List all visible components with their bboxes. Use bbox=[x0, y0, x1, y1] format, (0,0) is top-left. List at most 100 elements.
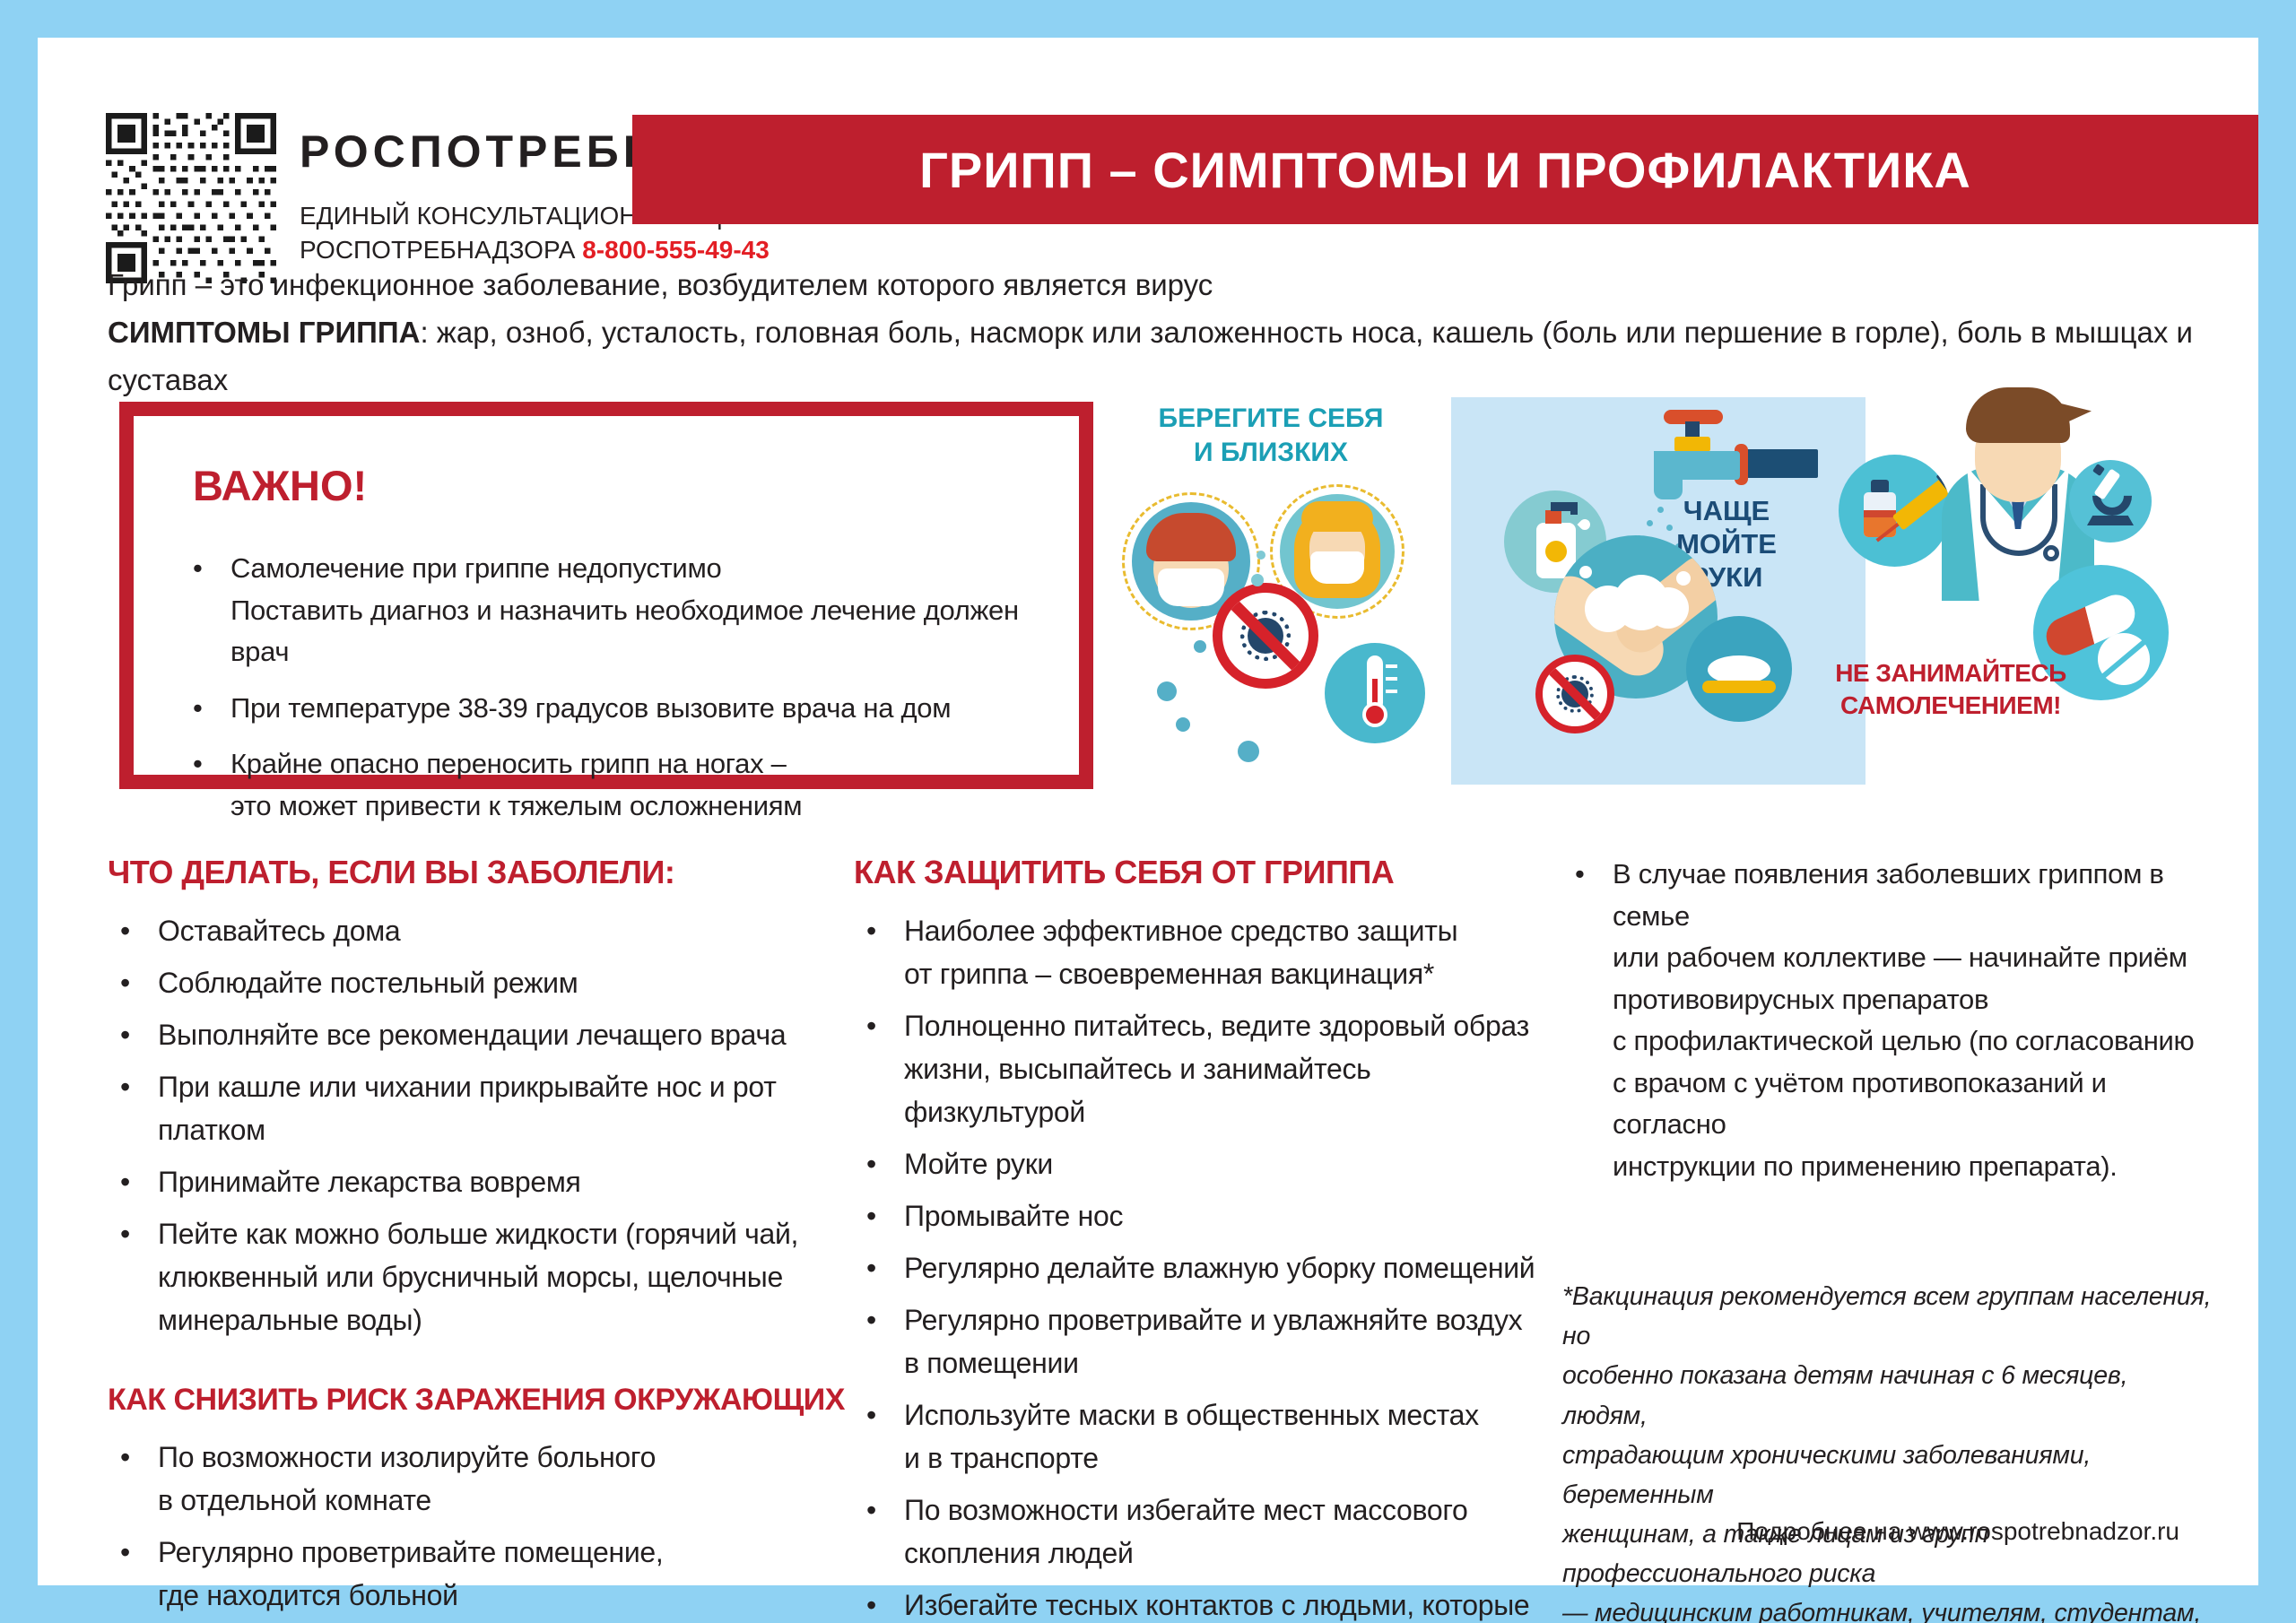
antiviral-list: В случае появления заболевших гриппом в … bbox=[1562, 854, 2219, 1187]
faucet-spout-bend bbox=[1654, 451, 1683, 499]
dispenser-cap bbox=[1545, 510, 1561, 524]
wash-hands-panel: ЧАЩЕ МОЙТЕ РУКИ bbox=[1451, 397, 1866, 785]
heading-reduce-risk: КАК СНИЗИТЬ РИСК ЗАРАЖЕНИЯ ОКРУЖАЮЩИХ bbox=[108, 1383, 845, 1417]
soap-bubble bbox=[1579, 566, 1592, 578]
virus-spikes bbox=[1240, 611, 1291, 661]
soap-foam bbox=[1648, 587, 1689, 629]
faucet-pipe bbox=[1746, 449, 1818, 478]
spacer bbox=[108, 1350, 836, 1383]
decor-dot bbox=[1257, 551, 1265, 560]
decor-dot bbox=[1238, 741, 1259, 762]
dispenser-pump bbox=[1551, 502, 1578, 511]
water-drop bbox=[1666, 525, 1673, 531]
no-virus-icon bbox=[1535, 655, 1614, 733]
vial-cap bbox=[1871, 480, 1889, 493]
hotline-phone: 8-800-555-49-43 bbox=[582, 235, 770, 264]
list-item: По возможности изолируйте больного в отд… bbox=[108, 1436, 836, 1522]
dispenser-nozzle bbox=[1570, 502, 1578, 515]
pills-icon bbox=[2033, 565, 2169, 700]
protect-list: Наиболее эффективное средство защиты от … bbox=[854, 909, 1571, 1623]
list-item: Крайне опасно переносить грипп на ногах … bbox=[180, 743, 1057, 827]
soap-dish-icon bbox=[1686, 616, 1792, 722]
column-protect: КАК ЗАЩИТИТЬ СЕБЯ ОТ ГРИППА Наиболее эфф… bbox=[854, 854, 1571, 1623]
selfmed-illustration: НЕ ЗАНИМАЙТЕСЬ САМОЛЕЧЕНИЕМ! bbox=[1830, 386, 2251, 785]
list-item: Избегайте тесных контактов с людьми, кот… bbox=[854, 1584, 1571, 1623]
list-item: Регулярно проветривайте помещение, где н… bbox=[108, 1531, 836, 1617]
important-box: ВАЖНО! Самолечение при гриппе недопустим… bbox=[119, 402, 1093, 821]
wash-title: ЧАЩЕ МОЙТЕ РУКИ bbox=[1676, 495, 1777, 594]
water-drop bbox=[1657, 507, 1664, 513]
logo-subtitle-line2: РОСПОТРЕБНАДЗОРА 8-800-555-49-43 bbox=[300, 235, 770, 264]
doctor-hair-tip bbox=[2061, 404, 2092, 425]
list-item: Регулярно проветривайте и увлажняйте воз… bbox=[854, 1298, 1571, 1384]
list-item: В случае появления заболевших гриппом в … bbox=[1562, 854, 2219, 1187]
more-info-link: Подробнее на www.rospotrebnadzor.ru bbox=[1736, 1517, 2179, 1545]
care-illustration: БЕРЕГИТЕ СЕБЯ И БЛИЗКИХ bbox=[1117, 402, 1453, 805]
list-item: Промывайте нос bbox=[854, 1194, 1571, 1237]
microscope-base bbox=[2087, 516, 2134, 525]
thermometer-bulb bbox=[1362, 702, 1387, 727]
dispenser-label bbox=[1545, 541, 1567, 562]
what-to-do-list: Оставайтесь дома Соблюдайте постельный ре… bbox=[108, 909, 836, 1341]
vaccine-icon bbox=[1839, 455, 1951, 567]
faucet-band bbox=[1674, 437, 1710, 452]
stethoscope-icon bbox=[1980, 484, 2057, 556]
decor-dot bbox=[1251, 574, 1264, 586]
soap-drop bbox=[1577, 516, 1593, 533]
decor-dot bbox=[1157, 681, 1177, 701]
list-item: Регулярно делайте влажную уборку помещен… bbox=[854, 1246, 1571, 1289]
list-item: Полноценно питайтесь, ведите здоровый об… bbox=[854, 1004, 1571, 1133]
stethoscope-chestpiece bbox=[2043, 545, 2059, 561]
thermometer-tick bbox=[1386, 664, 1397, 668]
thermometer-icon bbox=[1325, 643, 1425, 743]
reduce-risk-list: По возможности изолируйте больного в отд… bbox=[108, 1436, 836, 1623]
microscope-icon bbox=[2069, 460, 2152, 542]
soap-bar bbox=[1708, 655, 1770, 684]
man-medical-mask bbox=[1158, 568, 1224, 606]
soap-bubble bbox=[1676, 571, 1691, 586]
selfmed-title: НЕ ЗАНИМАЙТЕСЬ САМОЛЕЧЕНИЕМ! bbox=[1835, 659, 2066, 720]
intro-line2-label: СИМПТОМЫ ГРИППА bbox=[108, 315, 421, 349]
list-item: Оставайтесь дома bbox=[108, 909, 836, 952]
list-item: По возможности избегайте мест массового … bbox=[854, 1488, 1571, 1575]
thermometer-tick bbox=[1386, 677, 1397, 681]
page-title: ГРИПП – СИМПТОМЫ И ПРОФИЛАКТИКА bbox=[919, 141, 1971, 198]
masked-woman-icon bbox=[1270, 484, 1405, 619]
intro-line2: СИМПТОМЫ ГРИППА: жар, озноб, усталость, … bbox=[108, 309, 2197, 404]
list-item: Самолечение при гриппе недопустимо Поста… bbox=[180, 548, 1057, 673]
prohibition-bar bbox=[1543, 662, 1607, 726]
microscope-eyepiece bbox=[2092, 464, 2105, 476]
vaccination-footnote: *Вакцинация рекомендуется всем группам н… bbox=[1562, 1282, 2212, 1623]
qr-code-icon bbox=[106, 113, 276, 283]
intro-line1: Грипп – это инфекционное заболевание, во… bbox=[108, 268, 1213, 301]
thermometer-tick bbox=[1386, 690, 1397, 693]
title-banner: ГРИПП – СИМПТОМЫ И ПРОФИЛАКТИКА bbox=[632, 115, 2258, 224]
important-list: Самолечение при гриппе недопустимо Поста… bbox=[180, 548, 1057, 827]
thermometer-mercury bbox=[1372, 679, 1378, 709]
water-drop bbox=[1647, 520, 1653, 526]
doctor-hair bbox=[1966, 387, 2070, 443]
vial-band bbox=[1864, 510, 1896, 517]
woman-medical-mask bbox=[1310, 551, 1364, 584]
list-item: Выполняйте все рекомендации лечащего вра… bbox=[108, 1013, 836, 1056]
important-title: ВАЖНО! bbox=[193, 462, 368, 509]
logo-subtitle: ЕДИНЫЙ КОНСУЛЬТАЦИОННЫЙ ЦЕНТР РОСПОТРЕБН… bbox=[300, 199, 841, 267]
list-item: При кашле или чихании прикрывайте нос и … bbox=[108, 1065, 836, 1151]
no-virus-icon bbox=[1213, 583, 1318, 689]
woman-bangs bbox=[1301, 501, 1373, 532]
list-item: Мойте руки bbox=[854, 1142, 1571, 1185]
care-title: БЕРЕГИТЕ СЕБЯ И БЛИЗКИХ bbox=[1158, 404, 1384, 467]
syringe-needle bbox=[1875, 521, 1901, 542]
heading-protect: КАК ЗАЩИТИТЬ СЕБЯ ОТ ГРИППА bbox=[854, 854, 1395, 890]
list-item: Наиболее эффективное средство защиты от … bbox=[854, 909, 1571, 995]
decor-dot bbox=[1194, 640, 1206, 653]
list-item: При температуре 38-39 градусов вызовите … bbox=[180, 688, 1057, 730]
column-antiviral: В случае появления заболевших гриппом в … bbox=[1562, 854, 2219, 1623]
decor-dot bbox=[1176, 717, 1190, 732]
intro-text: Грипп – это инфекционное заболевание, во… bbox=[108, 262, 2197, 404]
soap-dispenser-icon bbox=[1504, 490, 1606, 593]
list-item: Принимайте лекарства вовремя bbox=[108, 1160, 836, 1203]
column-what-to-do: ЧТО ДЕЛАТЬ, ЕСЛИ ВЫ ЗАБОЛЕЛИ: Оставайтес… bbox=[108, 854, 845, 1623]
faucet-handle bbox=[1664, 410, 1723, 424]
